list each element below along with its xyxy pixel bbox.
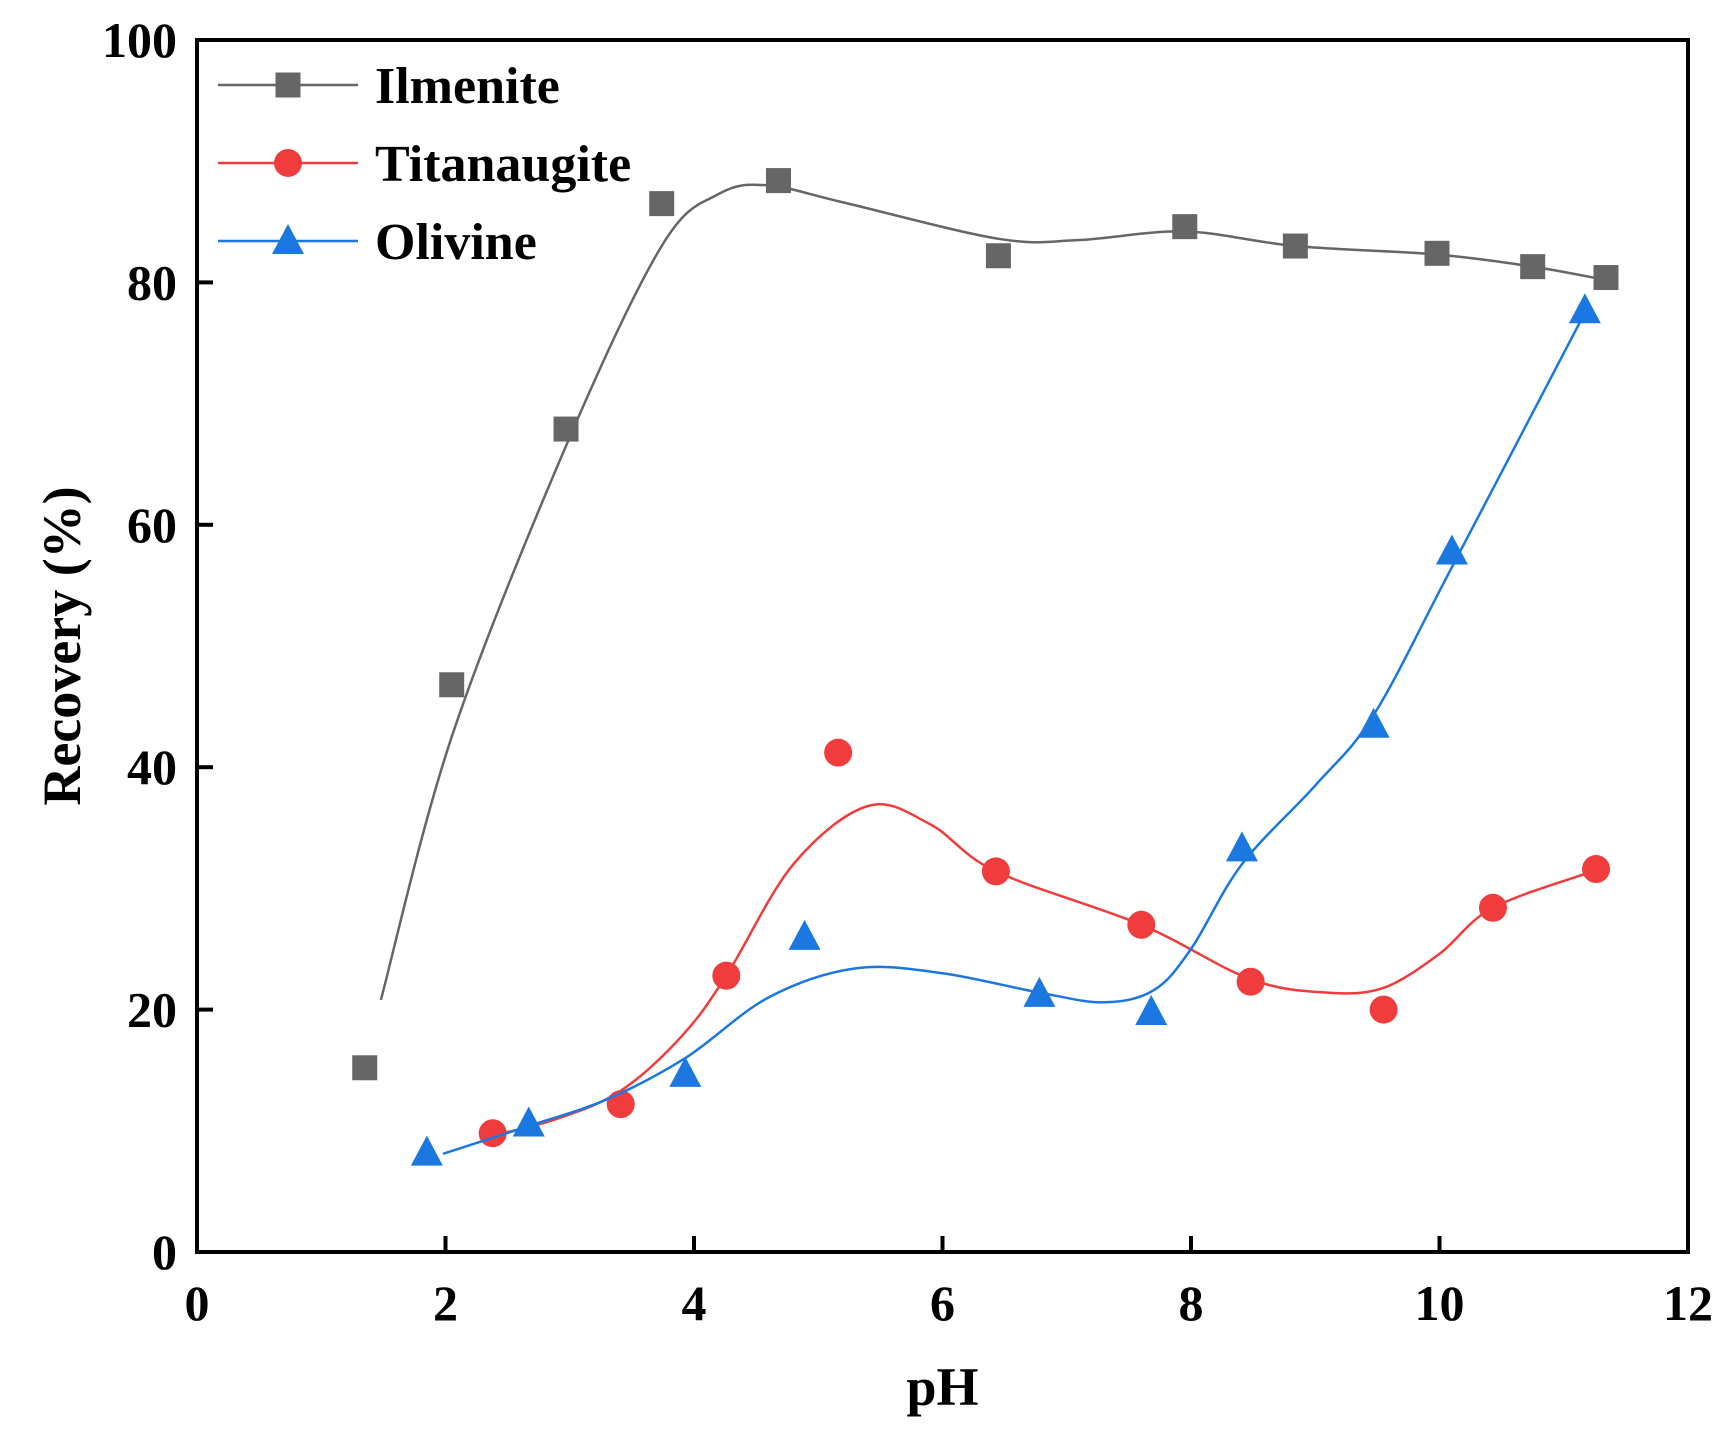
legend-marker-ilmenite [275, 72, 301, 98]
x-tick-label: 0 [185, 1275, 210, 1331]
titanaugite-data-point [1127, 910, 1156, 939]
olivine-data-point [788, 919, 821, 950]
titanaugite-data-point [1236, 967, 1265, 996]
y-tick-label: 80 [127, 254, 177, 310]
legend-label: Olivine [375, 214, 537, 271]
olivine-data-point [1135, 995, 1168, 1026]
ilmenite-data-point [985, 243, 1011, 269]
legend: Ilmenite Titanaugite Olivine [218, 58, 631, 271]
legend-label: Ilmenite [375, 58, 560, 115]
x-tick-label: 2 [433, 1275, 458, 1331]
titanaugite-data-point [1582, 855, 1611, 884]
titanaugite-fit-line [492, 803, 1597, 1137]
y-tick-label: 40 [127, 739, 177, 795]
titanaugite-data-point [981, 857, 1010, 886]
x-tick-label: 12 [1663, 1275, 1713, 1331]
ilmenite-data-point [1282, 233, 1308, 259]
y-tick-label: 100 [102, 12, 177, 68]
x-axis-title: pH [906, 1357, 978, 1417]
x-tick-label: 6 [930, 1275, 955, 1331]
olivine-data-point [1435, 534, 1468, 565]
x-tick-label: 4 [682, 1275, 707, 1331]
olivine-data-point [669, 1056, 702, 1087]
y-tick-label: 0 [152, 1224, 177, 1280]
x-axis-ticks: 0 2 4 6 8 10 12 [185, 1236, 1713, 1331]
legend-item-olivine: Olivine [218, 214, 537, 271]
olivine-data-point [1357, 707, 1390, 738]
series-titanaugite [478, 738, 1611, 1148]
ilmenite-fit-line [379, 183, 1607, 1001]
plot-frame [195, 38, 1690, 1254]
y-tick-label: 20 [127, 982, 177, 1038]
legend-marker-titanaugite [274, 149, 302, 177]
olivine-fit-line [442, 312, 1587, 1155]
ilmenite-data-point [352, 1055, 378, 1081]
y-tick-label: 60 [127, 497, 177, 553]
series-ilmenite [352, 168, 1619, 1081]
olivine-data-point [1225, 831, 1258, 862]
titanaugite-data-point [824, 738, 853, 767]
x-tick-label: 10 [1415, 1275, 1465, 1331]
ilmenite-data-point [765, 168, 791, 194]
ilmenite-data-point [1520, 254, 1546, 280]
ilmenite-data-point [553, 416, 579, 442]
olivine-data-point [1568, 293, 1601, 324]
x-tick-label: 8 [1179, 1275, 1204, 1331]
legend-marker-olivine [272, 224, 304, 254]
titanaugite-data-point [712, 961, 741, 990]
legend-label: Titanaugite [375, 136, 631, 193]
series-layer [352, 168, 1619, 1166]
ilmenite-data-point [649, 191, 675, 217]
legend-item-ilmenite: Ilmenite [218, 58, 560, 115]
olivine-data-point [410, 1135, 443, 1166]
ilmenite-data-point [1593, 265, 1619, 291]
titanaugite-data-point [478, 1119, 507, 1148]
ilmenite-data-point [439, 672, 465, 698]
olivine-data-point [512, 1106, 545, 1137]
titanaugite-data-point [1369, 995, 1398, 1024]
series-olivine [410, 293, 1601, 1166]
legend-item-titanaugite: Titanaugite [218, 136, 631, 193]
y-axis-title: Recovery (%) [32, 486, 92, 805]
ilmenite-data-point [1424, 240, 1450, 266]
ilmenite-data-point [1172, 214, 1198, 240]
olivine-data-point [1023, 976, 1056, 1007]
titanaugite-data-point [1478, 893, 1507, 922]
y-axis-ticks: 0 20 40 60 80 100 [102, 12, 213, 1280]
